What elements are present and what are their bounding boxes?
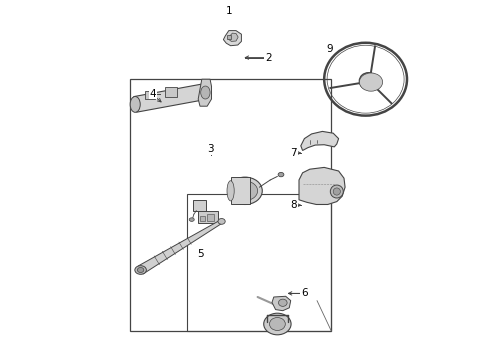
Polygon shape	[223, 31, 242, 46]
Text: 3: 3	[207, 144, 214, 154]
Ellipse shape	[278, 299, 287, 306]
Text: 5: 5	[196, 249, 203, 259]
Polygon shape	[138, 220, 222, 274]
Ellipse shape	[201, 86, 210, 99]
Ellipse shape	[137, 267, 144, 273]
Bar	[198, 211, 218, 223]
Bar	[193, 200, 206, 211]
Ellipse shape	[218, 219, 225, 224]
Ellipse shape	[333, 188, 341, 195]
Text: 9: 9	[326, 44, 333, 54]
Ellipse shape	[278, 172, 284, 177]
Ellipse shape	[330, 185, 343, 198]
Text: 7: 7	[290, 148, 297, 158]
Text: 2: 2	[265, 53, 272, 63]
Ellipse shape	[228, 177, 262, 204]
Text: 1: 1	[225, 6, 232, 16]
Ellipse shape	[189, 218, 194, 221]
Ellipse shape	[227, 181, 234, 201]
Ellipse shape	[130, 96, 140, 112]
Text: 6: 6	[301, 288, 308, 298]
Ellipse shape	[232, 181, 258, 201]
Polygon shape	[228, 33, 238, 41]
Polygon shape	[301, 131, 339, 150]
Bar	[200, 216, 205, 221]
Bar	[231, 177, 250, 204]
Polygon shape	[146, 91, 155, 99]
Polygon shape	[165, 87, 177, 96]
Ellipse shape	[264, 313, 291, 335]
Polygon shape	[134, 84, 205, 112]
Ellipse shape	[359, 73, 378, 89]
Text: 4: 4	[150, 89, 156, 99]
Text: 8: 8	[290, 200, 297, 210]
Bar	[227, 35, 231, 39]
Polygon shape	[198, 79, 212, 106]
Polygon shape	[299, 167, 345, 204]
Bar	[187, 194, 331, 331]
Ellipse shape	[363, 76, 374, 86]
Bar	[130, 79, 331, 331]
Ellipse shape	[135, 266, 147, 274]
Ellipse shape	[270, 318, 285, 330]
Polygon shape	[272, 296, 291, 311]
Bar	[207, 214, 215, 221]
Ellipse shape	[359, 73, 383, 91]
